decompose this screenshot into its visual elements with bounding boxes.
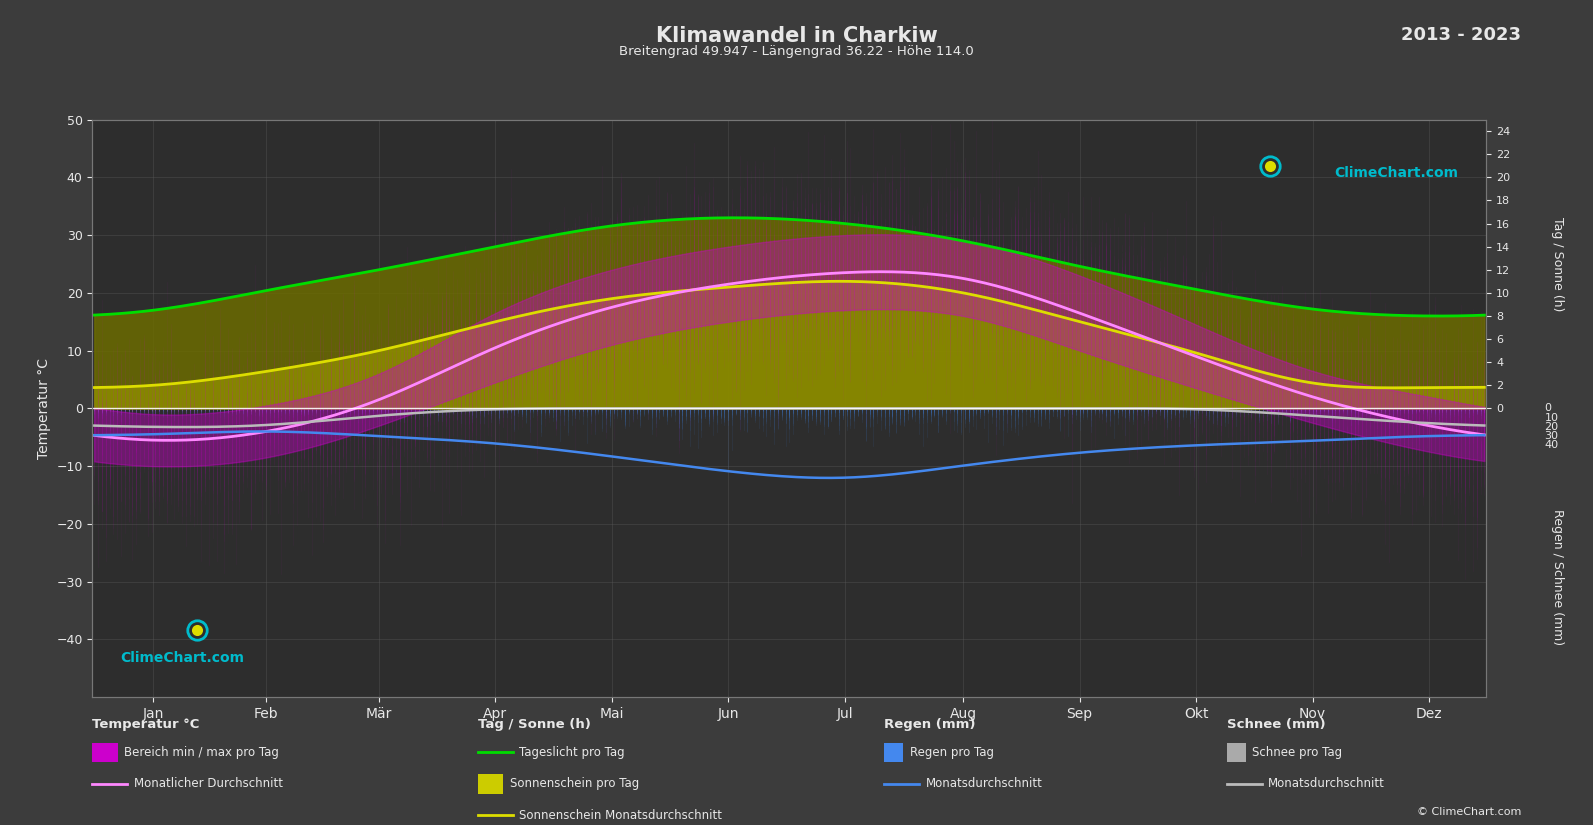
Text: Temperatur °C: Temperatur °C xyxy=(92,718,199,731)
Text: 40: 40 xyxy=(1545,441,1558,450)
Text: Tageslicht pro Tag: Tageslicht pro Tag xyxy=(519,746,624,759)
Text: Sonnenschein pro Tag: Sonnenschein pro Tag xyxy=(510,777,639,790)
Text: Klimawandel in Charkiw: Klimawandel in Charkiw xyxy=(656,26,937,46)
Text: 0: 0 xyxy=(1545,403,1552,413)
Text: Schnee pro Tag: Schnee pro Tag xyxy=(1252,746,1343,759)
Text: Tag / Sonne (h): Tag / Sonne (h) xyxy=(478,718,591,731)
Text: Schnee (mm): Schnee (mm) xyxy=(1227,718,1325,731)
Text: 20: 20 xyxy=(1545,422,1558,431)
Text: Sonnenschein Monatsdurchschnitt: Sonnenschein Monatsdurchschnitt xyxy=(519,808,722,822)
Y-axis label: Temperatur °C: Temperatur °C xyxy=(37,358,51,459)
Text: Bereich min / max pro Tag: Bereich min / max pro Tag xyxy=(124,746,279,759)
Text: Regen / Schnee (mm): Regen / Schnee (mm) xyxy=(1552,509,1564,645)
Text: ClimeChart.com: ClimeChart.com xyxy=(121,651,244,665)
Text: Regen (mm): Regen (mm) xyxy=(884,718,975,731)
Text: © ClimeChart.com: © ClimeChart.com xyxy=(1416,807,1521,817)
Text: Monatlicher Durchschnitt: Monatlicher Durchschnitt xyxy=(134,777,284,790)
Text: Breitengrad 49.947 - Längengrad 36.22 - Höhe 114.0: Breitengrad 49.947 - Längengrad 36.22 - … xyxy=(620,45,973,59)
Text: ClimeChart.com: ClimeChart.com xyxy=(1335,166,1459,180)
Text: 10: 10 xyxy=(1545,412,1558,422)
Text: 2013 - 2023: 2013 - 2023 xyxy=(1402,26,1521,45)
Text: Monatsdurchschnitt: Monatsdurchschnitt xyxy=(926,777,1042,790)
Text: Monatsdurchschnitt: Monatsdurchschnitt xyxy=(1268,777,1384,790)
Text: Regen pro Tag: Regen pro Tag xyxy=(910,746,994,759)
Text: 30: 30 xyxy=(1545,431,1558,441)
Text: Tag / Sonne (h): Tag / Sonne (h) xyxy=(1552,217,1564,311)
